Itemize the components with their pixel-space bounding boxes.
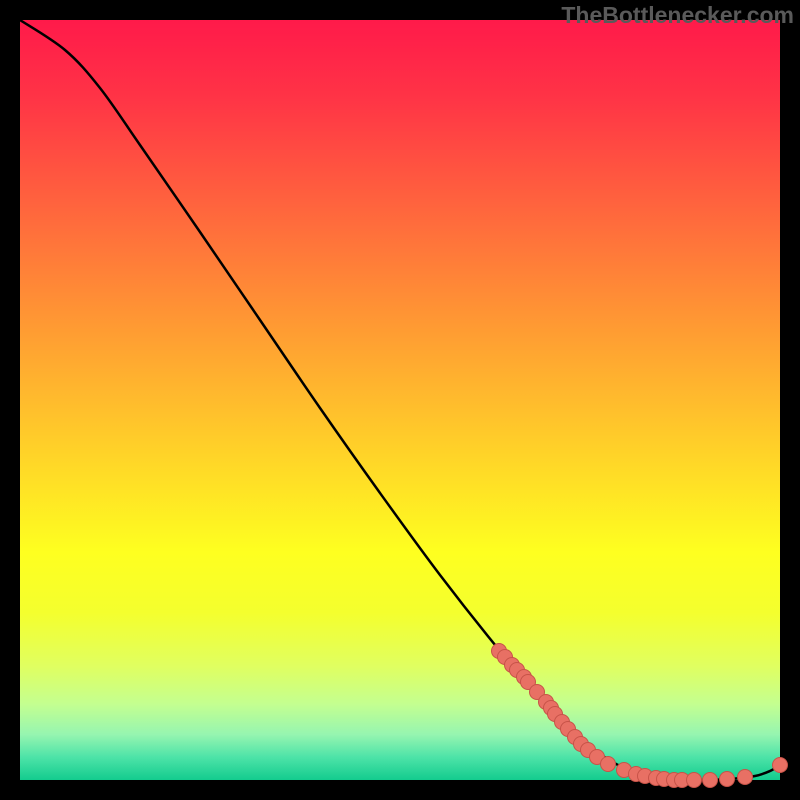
data-point [773, 758, 788, 773]
data-point [601, 757, 616, 772]
data-point [703, 773, 718, 788]
data-point [720, 772, 735, 787]
bottleneck-chart [0, 0, 800, 800]
data-point [687, 773, 702, 788]
watermark-text: TheBottlenecker.com [561, 2, 794, 29]
gradient-background [20, 20, 780, 780]
data-point [738, 770, 753, 785]
